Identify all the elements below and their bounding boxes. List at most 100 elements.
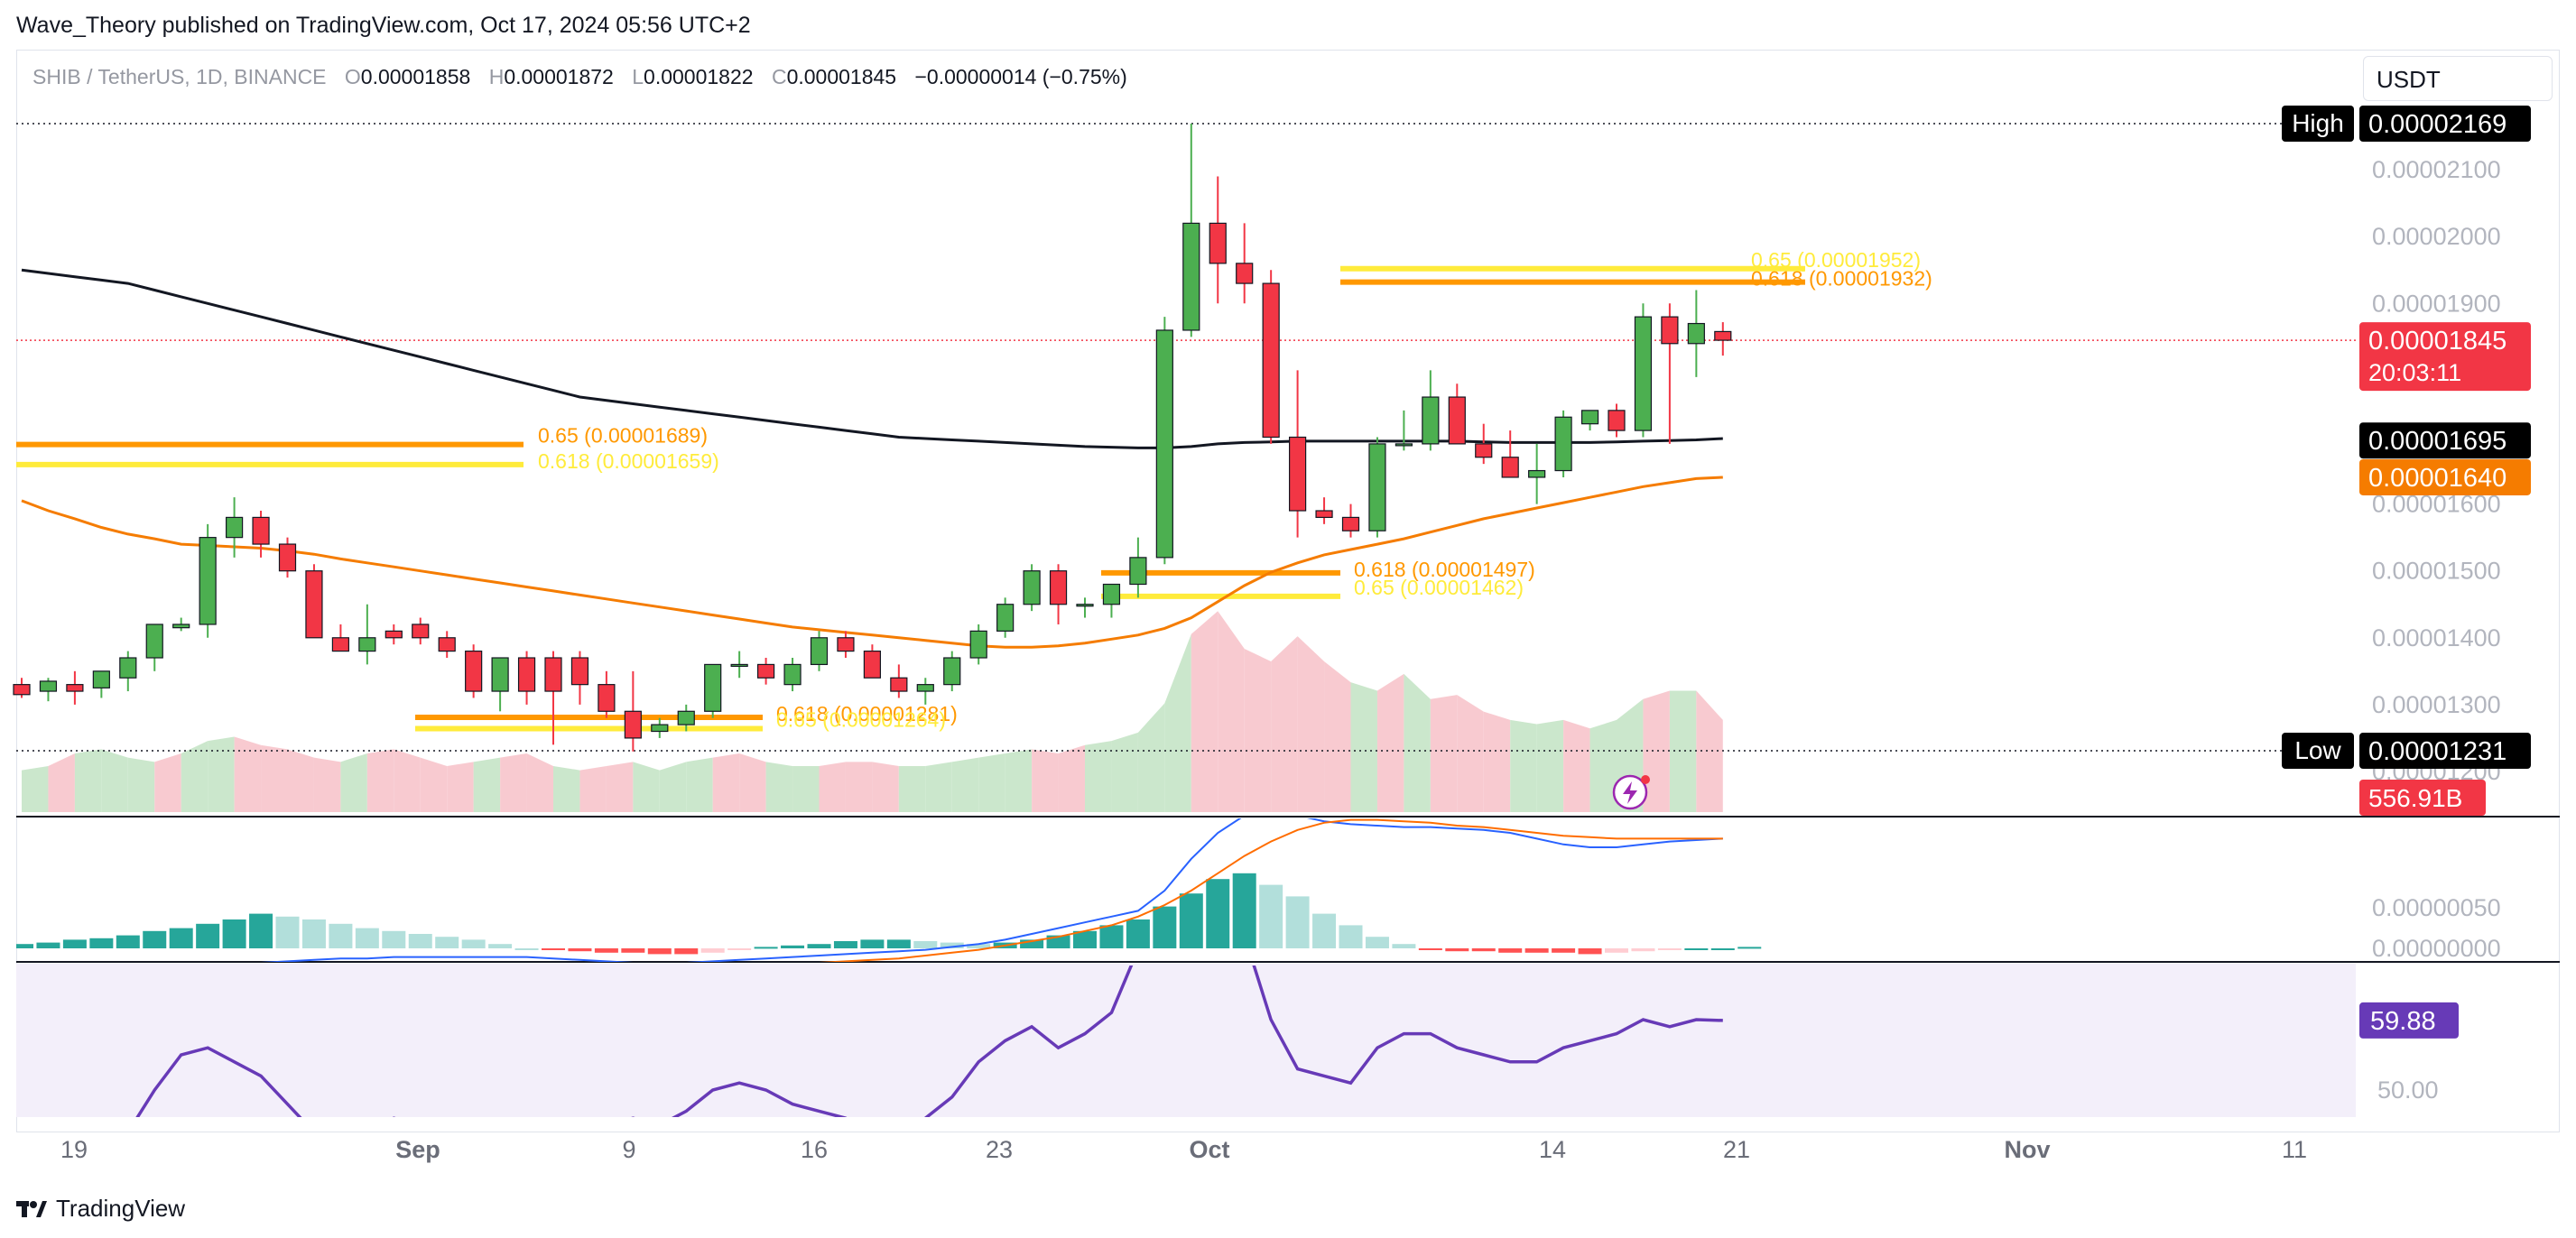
candle-body bbox=[226, 516, 244, 539]
macd-histogram-bar bbox=[568, 948, 592, 952]
candle-body bbox=[1102, 583, 1121, 605]
candle bbox=[1341, 504, 1360, 538]
macd-histogram-bar bbox=[700, 948, 725, 953]
time-axis-tick-label: 14 bbox=[1539, 1136, 1566, 1163]
volume-area-segment bbox=[1350, 682, 1377, 812]
volume-area-segment bbox=[48, 753, 75, 812]
candle-body bbox=[305, 570, 323, 639]
candle-body bbox=[145, 624, 163, 659]
candle-body bbox=[66, 684, 84, 692]
macd-histogram-bar bbox=[1312, 913, 1337, 948]
legend-high-value: 0.00001872 bbox=[504, 65, 614, 88]
macd-histogram-bar bbox=[594, 948, 618, 953]
candle-body bbox=[252, 516, 270, 545]
volume-area-segment bbox=[1297, 636, 1325, 812]
volume-area-segment bbox=[579, 765, 607, 812]
time-axis-tick-label: 11 bbox=[2282, 1136, 2307, 1163]
volume-badge-text: 556.91B bbox=[2368, 784, 2462, 812]
fib-level-label: 0.65 (0.00001462) bbox=[1354, 576, 1524, 599]
candle-body bbox=[358, 637, 376, 652]
volume-area-segment bbox=[127, 757, 155, 812]
macd-histogram-bar bbox=[196, 923, 220, 948]
legend-open-label: O bbox=[344, 65, 361, 88]
candle bbox=[1049, 564, 1068, 624]
candle bbox=[1608, 403, 1626, 438]
candle-body bbox=[1262, 282, 1280, 439]
volume-area-segment bbox=[261, 744, 288, 812]
lightning-notification-dot bbox=[1641, 775, 1650, 784]
volume-area-segment bbox=[1404, 673, 1431, 812]
candle bbox=[756, 658, 775, 685]
candle-body bbox=[1661, 316, 1679, 345]
candle bbox=[1422, 370, 1440, 451]
candle-body bbox=[756, 663, 775, 679]
macd-histogram-bar bbox=[143, 930, 167, 948]
rsi-badge-box bbox=[2359, 1002, 2459, 1039]
candle bbox=[1129, 537, 1147, 598]
rsi-badge-text: 59.88 bbox=[2370, 1007, 2436, 1036]
candle bbox=[145, 624, 163, 671]
volume-area-segment bbox=[500, 753, 527, 812]
macd-histogram-bar bbox=[1524, 948, 1549, 953]
macd-histogram-bar bbox=[940, 942, 964, 948]
candle-body bbox=[13, 684, 31, 696]
currency-button[interactable]: USDT bbox=[2363, 56, 2553, 101]
macd-histogram-bar bbox=[116, 935, 140, 948]
time-axis-tick-label: Sep bbox=[395, 1136, 440, 1163]
candle-body bbox=[1023, 570, 1041, 605]
macd-histogram-bar bbox=[301, 919, 326, 948]
volume-area-segment bbox=[420, 757, 448, 812]
candle bbox=[199, 523, 217, 638]
rsi-panel-background bbox=[16, 964, 2356, 1117]
volume-area-segment bbox=[366, 749, 394, 812]
volume-area-segment bbox=[234, 736, 262, 812]
volume-area-segment bbox=[633, 762, 660, 812]
volume-area-segment bbox=[1005, 749, 1033, 812]
macd-histogram-bar bbox=[621, 948, 645, 953]
macd-histogram-bar bbox=[674, 948, 699, 955]
candle-body bbox=[810, 637, 829, 666]
time-axis-tick-label: 21 bbox=[1723, 1136, 1750, 1163]
macd-histogram-bar bbox=[1073, 930, 1097, 948]
volume-area-segment bbox=[1510, 719, 1537, 812]
high-marker-box bbox=[2282, 106, 2354, 142]
macd-histogram-bar bbox=[1099, 925, 1124, 948]
candle-body bbox=[969, 630, 987, 659]
candle bbox=[517, 651, 536, 705]
rsi-line bbox=[135, 965, 1723, 1117]
candle-body bbox=[1714, 330, 1732, 341]
candle-body bbox=[890, 677, 908, 692]
price-axis-tick-label: 0.00001900 bbox=[2372, 290, 2501, 317]
last-price-badge-box bbox=[2359, 322, 2531, 392]
volume-area-segment bbox=[1536, 719, 1564, 812]
macd-histogram-bar bbox=[1179, 893, 1203, 948]
candle bbox=[624, 670, 642, 752]
macd-histogram-bar bbox=[222, 919, 246, 948]
candle-body bbox=[172, 624, 190, 629]
time-axis-tick-label: 19 bbox=[60, 1136, 88, 1163]
high-price-badge-box bbox=[2359, 106, 2531, 142]
candle-body bbox=[916, 684, 934, 692]
time-axis-tick-label: Nov bbox=[2004, 1136, 2050, 1163]
price-axis-tick-label: 0.00002100 bbox=[2372, 156, 2501, 183]
legend-open-value: 0.00001858 bbox=[360, 65, 471, 88]
candle bbox=[226, 497, 244, 558]
low-marker-text: Low bbox=[2294, 736, 2341, 764]
macd-histogram-bar bbox=[1206, 879, 1230, 948]
candle-body bbox=[1554, 416, 1572, 472]
volume-area-segment bbox=[181, 741, 208, 812]
tradingview-logo[interactable]: TradingView bbox=[16, 1195, 185, 1223]
macd-histogram-bar bbox=[461, 939, 486, 948]
macd-histogram-bar bbox=[833, 941, 857, 948]
macd-histogram-bar bbox=[1392, 944, 1416, 948]
volume-area-segment bbox=[1483, 711, 1511, 812]
legend-change: −0.00000014 (−0.75%) bbox=[914, 65, 1127, 88]
candle bbox=[278, 537, 297, 578]
candle-body bbox=[517, 657, 536, 692]
candle-body bbox=[943, 657, 961, 686]
macd-histogram-bar bbox=[1552, 948, 1576, 953]
volume-area-segment bbox=[712, 753, 740, 812]
candle bbox=[1102, 583, 1121, 618]
candle bbox=[1501, 430, 1519, 478]
